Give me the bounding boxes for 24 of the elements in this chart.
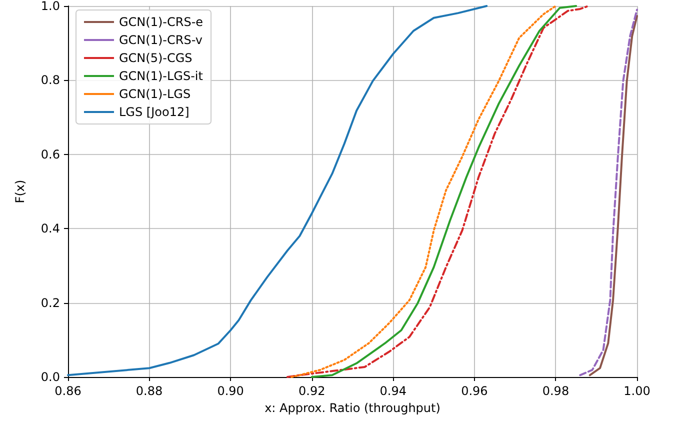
x-tick-label: 0.92 [298,384,326,398]
y-tick-label: 0.2 [40,296,60,310]
y-axis-title: F(x) [13,180,27,204]
x-tick-label: 0.90 [217,384,244,398]
x-tick-label: 0.96 [461,384,488,398]
y-tick-label: 0.4 [40,222,60,236]
x-tick-label: 0.86 [54,384,82,398]
x-tick-label: 0.94 [380,384,406,398]
legend-label: GCN(1)-LGS [119,87,191,101]
legend-label: GCN(1)-CRS-e [119,15,204,29]
legend-label: GCN(1)-CRS-v [119,33,202,47]
x-tick-label: 0.98 [542,384,570,398]
y-tick-label: 0.6 [40,147,60,162]
y-tick-label: 1.0 [40,0,60,13]
legend-label: GCN(5)-CGS [119,51,192,65]
y-tick-label: 0.8 [40,73,60,88]
legend-label: GCN(1)-LGS-it [119,69,204,83]
line-series [579,8,638,376]
x-tick-label: 0.88 [136,384,163,398]
x-axis-title: x: Approx. Ratio (throughput) [264,400,440,415]
legend-label: LGS [Joo12] [119,105,190,119]
y-tick-label: 0.0 [40,370,60,384]
line-series [588,15,638,376]
x-tick-label: 1.00 [624,384,650,398]
